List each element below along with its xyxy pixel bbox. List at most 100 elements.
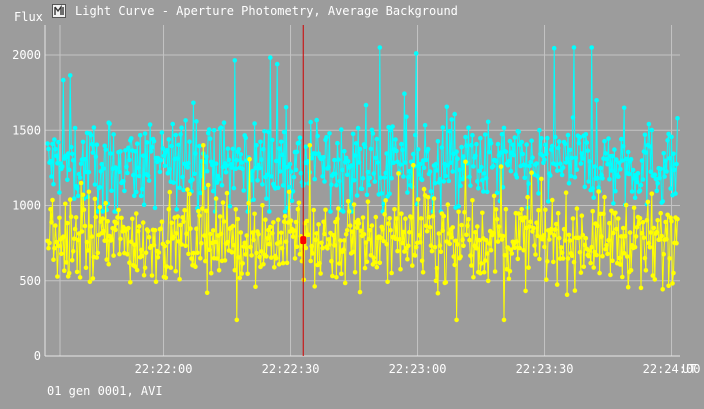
series-0-point-133 [176, 142, 181, 148]
series-0-point-554 [591, 195, 596, 200]
series-1-point-476 [514, 239, 520, 244]
series-0-point-207 [249, 177, 254, 183]
series-1-point-35 [79, 229, 85, 234]
series-0-point-450 [488, 141, 494, 146]
series-0-point-527 [564, 156, 570, 161]
series-0-point-287 [328, 209, 333, 214]
series-0-point-590 [626, 171, 632, 177]
series-0-point-395 [434, 168, 440, 173]
series-1-point-200 [242, 240, 247, 246]
series-1-point-597 [633, 234, 639, 239]
series-1-point-9 [54, 239, 59, 245]
series-1-point-112 [155, 254, 161, 260]
series-0-point-215 [257, 165, 262, 171]
series-0-point-273 [314, 117, 320, 123]
series-1-point-189 [231, 242, 237, 248]
series-1-point-513 [551, 259, 556, 265]
series-0 [45, 45, 680, 214]
series-1-point-462 [500, 233, 506, 239]
series-0-point-470 [508, 168, 514, 174]
series-0-point-559 [596, 185, 601, 190]
series-0-point-376 [415, 147, 421, 152]
series-0-point-354 [394, 148, 399, 154]
series-0-point-581 [618, 166, 623, 172]
series-0-point-566 [603, 151, 608, 156]
series-0-point-237 [278, 139, 284, 145]
chart-tick-labels: 0 500 1000 1500 2000 22:22:00 22:22:30 22:23:00… [12, 48, 700, 376]
series-1-point-549 [586, 253, 591, 259]
series-0-point-610 [646, 121, 652, 127]
series-1-point-603 [639, 230, 645, 236]
series-0-point-248 [289, 198, 295, 204]
series-0-point-233 [274, 61, 280, 67]
x-tick-label-222330: 22:23:30 [516, 362, 574, 376]
series-0-point-116 [159, 130, 165, 135]
series-0-point-27 [71, 196, 77, 201]
series-0-point-496 [534, 161, 539, 166]
series-1-point-182 [224, 190, 230, 196]
series-0-point-134 [177, 185, 182, 191]
series-0-point-537 [574, 167, 580, 172]
series-0-point-510 [548, 173, 553, 178]
series-0-point-118 [161, 153, 167, 159]
series-1-point-214 [256, 231, 261, 237]
series-1-point-639 [675, 216, 680, 222]
series-0-point-398 [437, 176, 443, 182]
series-1-point-98 [141, 273, 147, 278]
series-1-point-178 [220, 200, 226, 205]
series-0-point-476 [514, 175, 520, 180]
series-0-point-131 [174, 207, 179, 212]
series-0-point-606 [642, 132, 648, 138]
series-0-point-452 [490, 163, 496, 169]
series-0-point-550 [587, 159, 592, 164]
series-0-point-222 [264, 196, 269, 201]
series-0-point-190 [232, 58, 238, 63]
series-1-point-524 [561, 226, 567, 232]
series-1-point-525 [562, 238, 568, 243]
series-0-point-219 [261, 146, 266, 152]
series-1-point-426 [465, 223, 470, 228]
series-0-point-44 [88, 132, 94, 138]
series-1-point-262 [303, 245, 309, 251]
series-1-point-206 [248, 244, 253, 250]
series-1-point-134 [177, 276, 182, 282]
series-1-point-609 [645, 199, 651, 205]
series-1-point-190 [232, 267, 238, 273]
series-0-point-236 [277, 169, 283, 174]
series-0-point-360 [400, 147, 405, 153]
series-1-point-585 [621, 250, 627, 256]
series-1-point-135 [178, 222, 183, 228]
series-0-point-584 [620, 144, 626, 149]
series-1-point-241 [282, 213, 288, 219]
series-0-point-389 [428, 189, 434, 194]
series-1-point-60 [104, 257, 109, 262]
series-0-point-73 [117, 169, 122, 175]
series-0-point-96 [139, 186, 145, 192]
series-0-point-164 [206, 127, 212, 132]
series-0-point-38 [82, 157, 88, 162]
series-0-point-424 [463, 134, 468, 140]
series-1-line [47, 145, 678, 320]
series-0-point-102 [145, 173, 151, 178]
series-1-point-86 [130, 216, 135, 222]
series-0-point-26 [70, 158, 76, 163]
series-0-point-262 [303, 144, 309, 149]
series-0-point-631 [667, 156, 672, 161]
series-1-point-447 [485, 278, 491, 284]
series-0-point-401 [440, 125, 446, 130]
series-1-point-38 [82, 223, 88, 229]
series-1-point-521 [558, 245, 564, 250]
series-1-point-478 [516, 211, 521, 216]
series-1-point-130 [173, 268, 178, 274]
x-tick-label-222230: 22:22:30 [262, 362, 320, 376]
series-0-point-498 [536, 191, 541, 196]
light-curve-app-icon[interactable] [52, 4, 66, 18]
series-0-point-574 [611, 201, 616, 206]
series-0-point-400 [439, 145, 445, 150]
series-1-point-210 [252, 211, 257, 217]
series-1-point-180 [222, 258, 228, 263]
series-1-point-269 [310, 251, 316, 256]
series-0-point-252 [293, 167, 299, 173]
time-cursor[interactable] [300, 25, 307, 356]
